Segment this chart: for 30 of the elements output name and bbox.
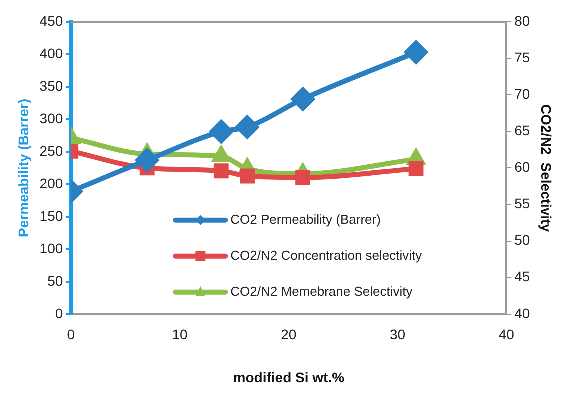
y-tick-label: 0 [55,305,64,322]
x-axis-title: modified Si wt.% [233,369,346,386]
x-tick-label: 0 [67,326,76,343]
y-axis-title: Permeability (Barrer) [15,98,32,238]
y2-tick-label: 70 [514,86,530,102]
x-tick-label: 40 [498,326,515,343]
y-tick-label: 300 [40,110,64,126]
y-tick-label: 50 [48,272,64,289]
y-tick-label: 250 [40,142,64,159]
y2-tick-label: 45 [514,268,530,285]
y-tick-label: 200 [40,175,64,192]
y2-tick-label: 40 [514,305,530,322]
y-tick-label: 450 [40,12,64,29]
y2-axis-title: CO2/N2 Selectivity [538,104,555,232]
y-tick-label: 100 [40,240,64,256]
y-tick-label: 150 [40,208,64,224]
x-tick-label: 20 [281,326,297,343]
x-tick-label: 30 [390,326,406,343]
y-tick-label: 350 [40,78,64,94]
legend-label: CO2/N2 Concentration selectivity [230,248,423,263]
legend-label: CO2 Permeability (Barrer) [230,212,381,227]
legend-label: CO2/N2 Memebrane Selectivity [230,284,414,299]
x-tick-label: 10 [172,326,188,343]
y2-tick-label: 50 [514,232,530,248]
y2-tick-label: 55 [514,196,530,212]
y2-tick-label: 80 [514,12,530,29]
y2-tick-label: 65 [514,122,530,139]
y-tick-label: 400 [40,45,64,62]
y2-tick-label: 75 [514,49,530,66]
y2-tick-label: 60 [514,159,530,176]
